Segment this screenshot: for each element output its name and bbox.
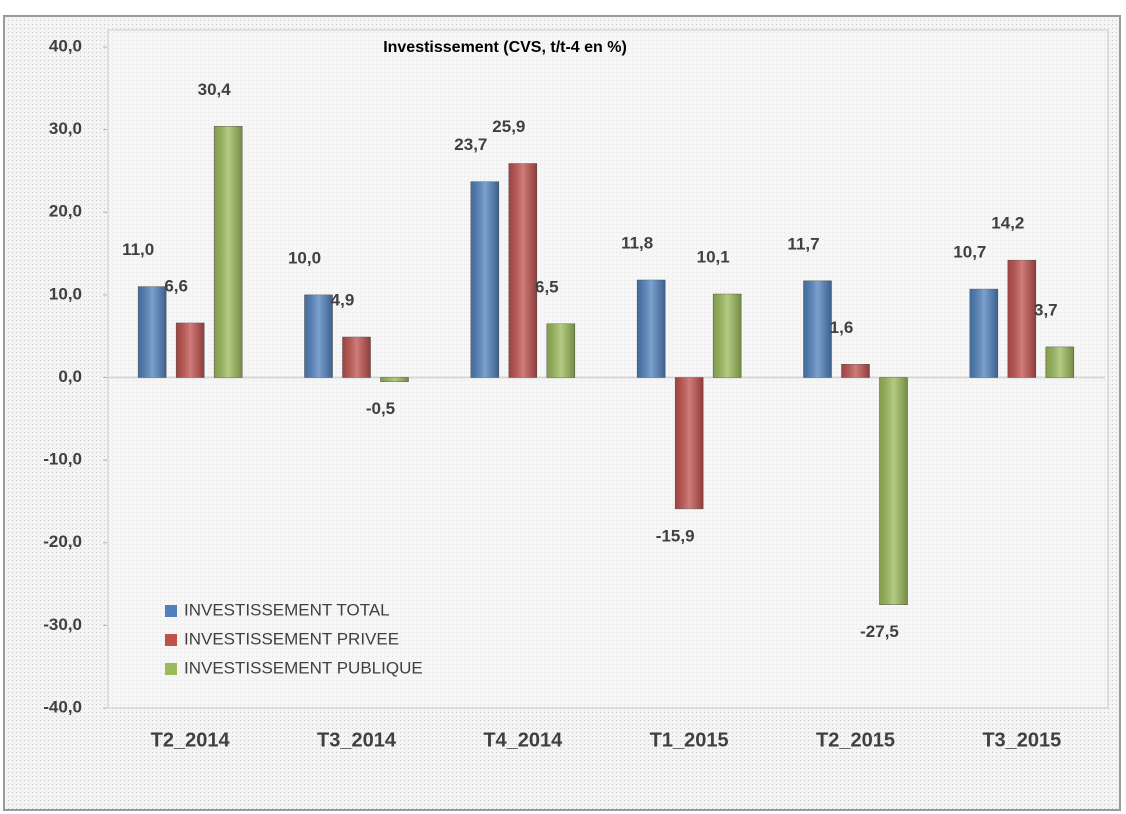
data-label: 11,0: [122, 240, 154, 259]
bar-shade: [803, 280, 832, 378]
y-tick-label: 0,0: [58, 367, 82, 386]
data-label: 1,6: [830, 318, 854, 337]
data-label: 4,9: [331, 290, 355, 309]
y-tick-label: 40,0: [49, 36, 82, 55]
data-label: 6,6: [164, 276, 188, 295]
data-label: -27,5: [860, 622, 899, 641]
y-tick-label: 20,0: [49, 202, 82, 221]
legend-label: INVESTISSEMENT PUBLIQUE: [184, 658, 423, 677]
x-tick-label: T2_2015: [816, 729, 895, 751]
bar-shade: [470, 181, 499, 378]
data-label: 10,0: [288, 248, 321, 267]
bar-shade: [637, 280, 666, 378]
bar-shade: [546, 323, 575, 378]
bar-shade: [969, 289, 998, 378]
data-label: 14,2: [991, 214, 1024, 233]
legend-key: [165, 605, 177, 617]
data-label: -15,9: [656, 526, 695, 545]
bar-shade: [879, 377, 908, 605]
bar-shade: [713, 294, 742, 378]
data-label: 25,9: [492, 117, 525, 136]
data-label: 30,4: [198, 80, 232, 99]
data-label: 11,8: [621, 233, 653, 252]
y-tick-label: -20,0: [43, 532, 82, 551]
legend-label: INVESTISSEMENT TOTAL: [184, 600, 390, 619]
legend-key: [165, 663, 177, 675]
chart-title: Investissement (CVS, t/t-4 en %): [383, 39, 627, 56]
y-tick-label: -10,0: [43, 450, 82, 469]
legend-label: INVESTISSEMENT PRIVEE: [184, 629, 399, 648]
y-tick-label: 10,0: [49, 284, 82, 303]
data-label: 6,5: [535, 277, 559, 296]
bar-shade: [841, 364, 870, 378]
y-tick-label: -30,0: [43, 615, 82, 634]
y-tick-label: 30,0: [49, 119, 82, 138]
data-label: 23,7: [454, 135, 487, 154]
bar-shade: [304, 294, 333, 378]
x-tick-label: T2_2014: [151, 729, 231, 751]
x-tick-label: T1_2015: [650, 729, 729, 751]
bar-shade: [1045, 346, 1074, 378]
legend-key: [165, 634, 177, 646]
bar-shade: [342, 337, 371, 378]
x-tick-label: T4_2014: [483, 729, 563, 751]
y-tick-label: -40,0: [43, 697, 82, 716]
bar-shade: [380, 377, 409, 382]
data-label: 11,7: [787, 234, 819, 253]
x-tick-label: T3_2015: [982, 729, 1061, 751]
bar-shade: [214, 126, 243, 378]
data-label: 3,7: [1034, 300, 1058, 319]
bar-shade: [508, 163, 537, 378]
plot-area: [107, 29, 1109, 709]
data-label: 10,1: [697, 248, 730, 267]
bar-shade: [138, 286, 167, 378]
data-label: -0,5: [366, 399, 395, 418]
x-tick-label: T3_2014: [317, 729, 397, 751]
data-label: 10,7: [953, 243, 986, 262]
bar-shade: [176, 322, 205, 378]
bar-shade: [1007, 260, 1036, 378]
bar-shade: [675, 377, 704, 509]
